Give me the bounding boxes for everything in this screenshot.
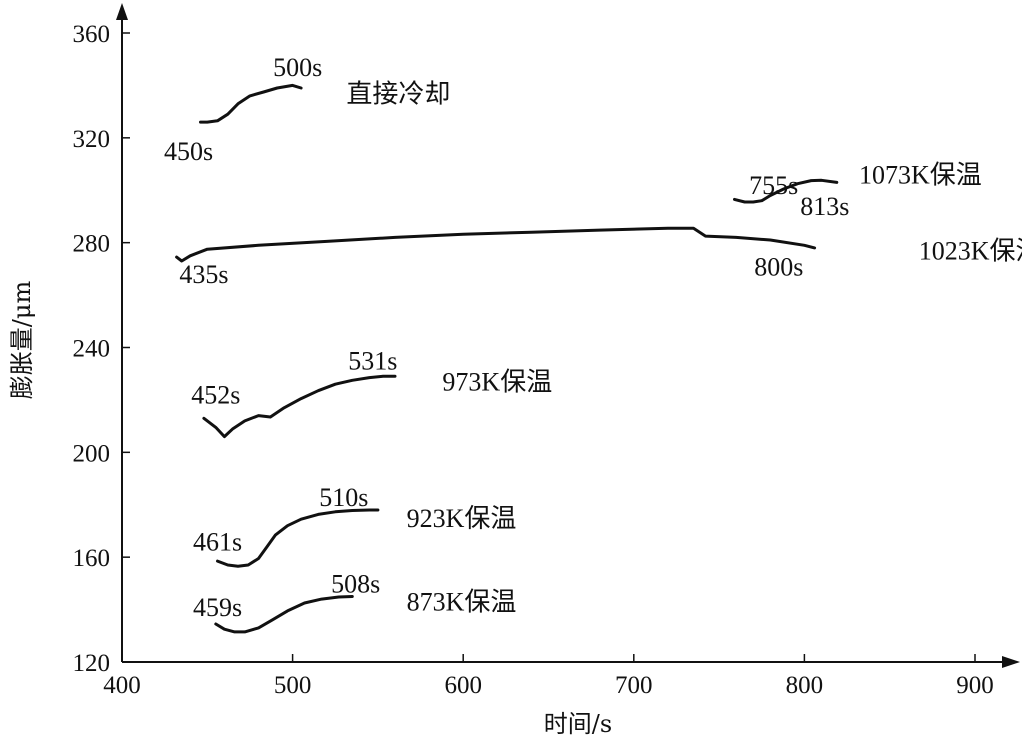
y-axis-title: 膨胀量/μm (8, 281, 36, 400)
annotation-label: 873K保温 (407, 588, 517, 617)
annotation-label: 1023K保温 (919, 237, 1022, 266)
annotation-label: 1073K保温 (859, 161, 982, 190)
y-tick-label: 320 (73, 126, 111, 153)
annotation-label: 450s (164, 137, 213, 166)
annotation-label: 800s (754, 252, 803, 281)
y-axis-arrow (116, 3, 128, 20)
y-tick-label: 160 (73, 545, 111, 572)
x-axis-arrow (1002, 656, 1020, 668)
series-line-1 (175, 226, 817, 263)
x-tick-label: 600 (444, 672, 482, 699)
y-tick-label: 360 (73, 21, 111, 48)
annotation-label: 直接冷却 (346, 79, 450, 108)
annotation-label: 755s (749, 171, 798, 200)
annotation-label: 435s (179, 260, 228, 289)
annotation-label: 459s (193, 593, 242, 622)
y-tick-label: 120 (73, 650, 111, 677)
annotation-label: 813s (800, 192, 849, 221)
series-line-4 (216, 508, 380, 568)
annotation-label: 923K保温 (407, 504, 517, 533)
annotation-label: 510s (319, 483, 368, 512)
annotation-label: 531s (348, 347, 397, 376)
ticks-layer: 120 160 200 240 280 320 360 400 500 600 700 800 900 (73, 21, 994, 699)
annotation-label: 452s (191, 381, 240, 410)
series-line-5 (214, 595, 354, 634)
x-tick-label: 500 (274, 672, 312, 699)
annotation-label: 500s (273, 53, 322, 82)
y-tick-label: 200 (73, 440, 111, 467)
x-axis-title: 时间/s (544, 710, 612, 738)
series-line-0 (199, 83, 303, 124)
y-tick-label: 240 (73, 336, 111, 363)
annotation-label: 973K保温 (442, 368, 552, 397)
x-tick-label: 800 (786, 672, 824, 699)
y-tick-label: 280 (73, 231, 111, 258)
x-tick-label: 400 (103, 672, 141, 699)
annotation-label: 508s (331, 569, 380, 598)
annotation-label: 461s (193, 527, 242, 556)
series-line-2 (733, 178, 839, 204)
x-tick-label: 900 (956, 672, 994, 699)
series-layer (175, 83, 839, 634)
x-tick-label: 700 (615, 672, 653, 699)
annotations-layer: 500s 直接冷却 450s 755s 1073K保温 813s 1023K保温 800s 43… (164, 53, 1022, 622)
series-line-3 (202, 374, 397, 439)
